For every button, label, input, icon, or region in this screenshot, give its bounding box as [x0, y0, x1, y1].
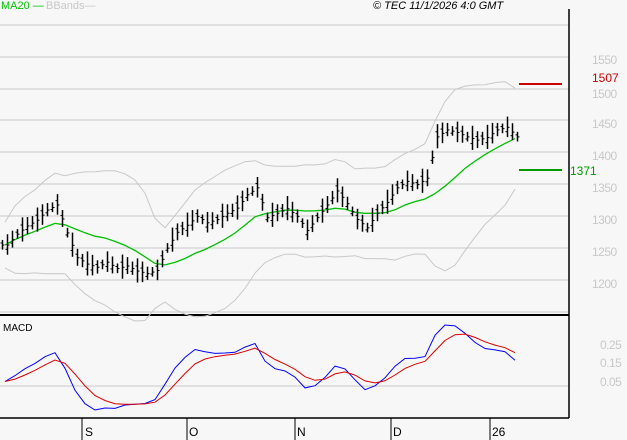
- copyright: © TEC 11/1/2026 4:0 GMT: [373, 0, 504, 12]
- macd-y-tick: 0.15: [600, 356, 622, 370]
- x-tick: D: [393, 425, 402, 439]
- macd-line: [4, 324, 516, 411]
- y-tick: 1250: [592, 245, 617, 259]
- y-tick: 1450: [592, 117, 617, 131]
- macd-y-tick: 0.25: [600, 338, 622, 352]
- x-tick: O: [189, 425, 199, 439]
- y-tick: 1500: [592, 87, 617, 101]
- macd-signal-line: [4, 333, 516, 405]
- x-tick: S: [85, 425, 94, 439]
- y-tick: 1200: [592, 277, 617, 291]
- macd-label: MACD: [3, 323, 33, 334]
- bband-lower: [4, 188, 516, 322]
- legend-bbands: BBands—: [46, 0, 96, 12]
- ma20-line: [4, 138, 516, 266]
- bband-upper: [4, 81, 516, 229]
- x-tick: 26: [492, 425, 506, 439]
- x-tick: N: [297, 425, 306, 439]
- y-tick: 1300: [592, 213, 617, 227]
- y-tick: 1350: [592, 181, 617, 195]
- y-tick: 1400: [592, 149, 617, 163]
- legend-ma20: MA20 —: [1, 0, 44, 12]
- y-tick: 1550: [592, 53, 617, 67]
- macd-y-tick: 0.05: [600, 375, 622, 389]
- support-label: 1371: [570, 164, 597, 178]
- resistance-label: 1507: [592, 71, 619, 85]
